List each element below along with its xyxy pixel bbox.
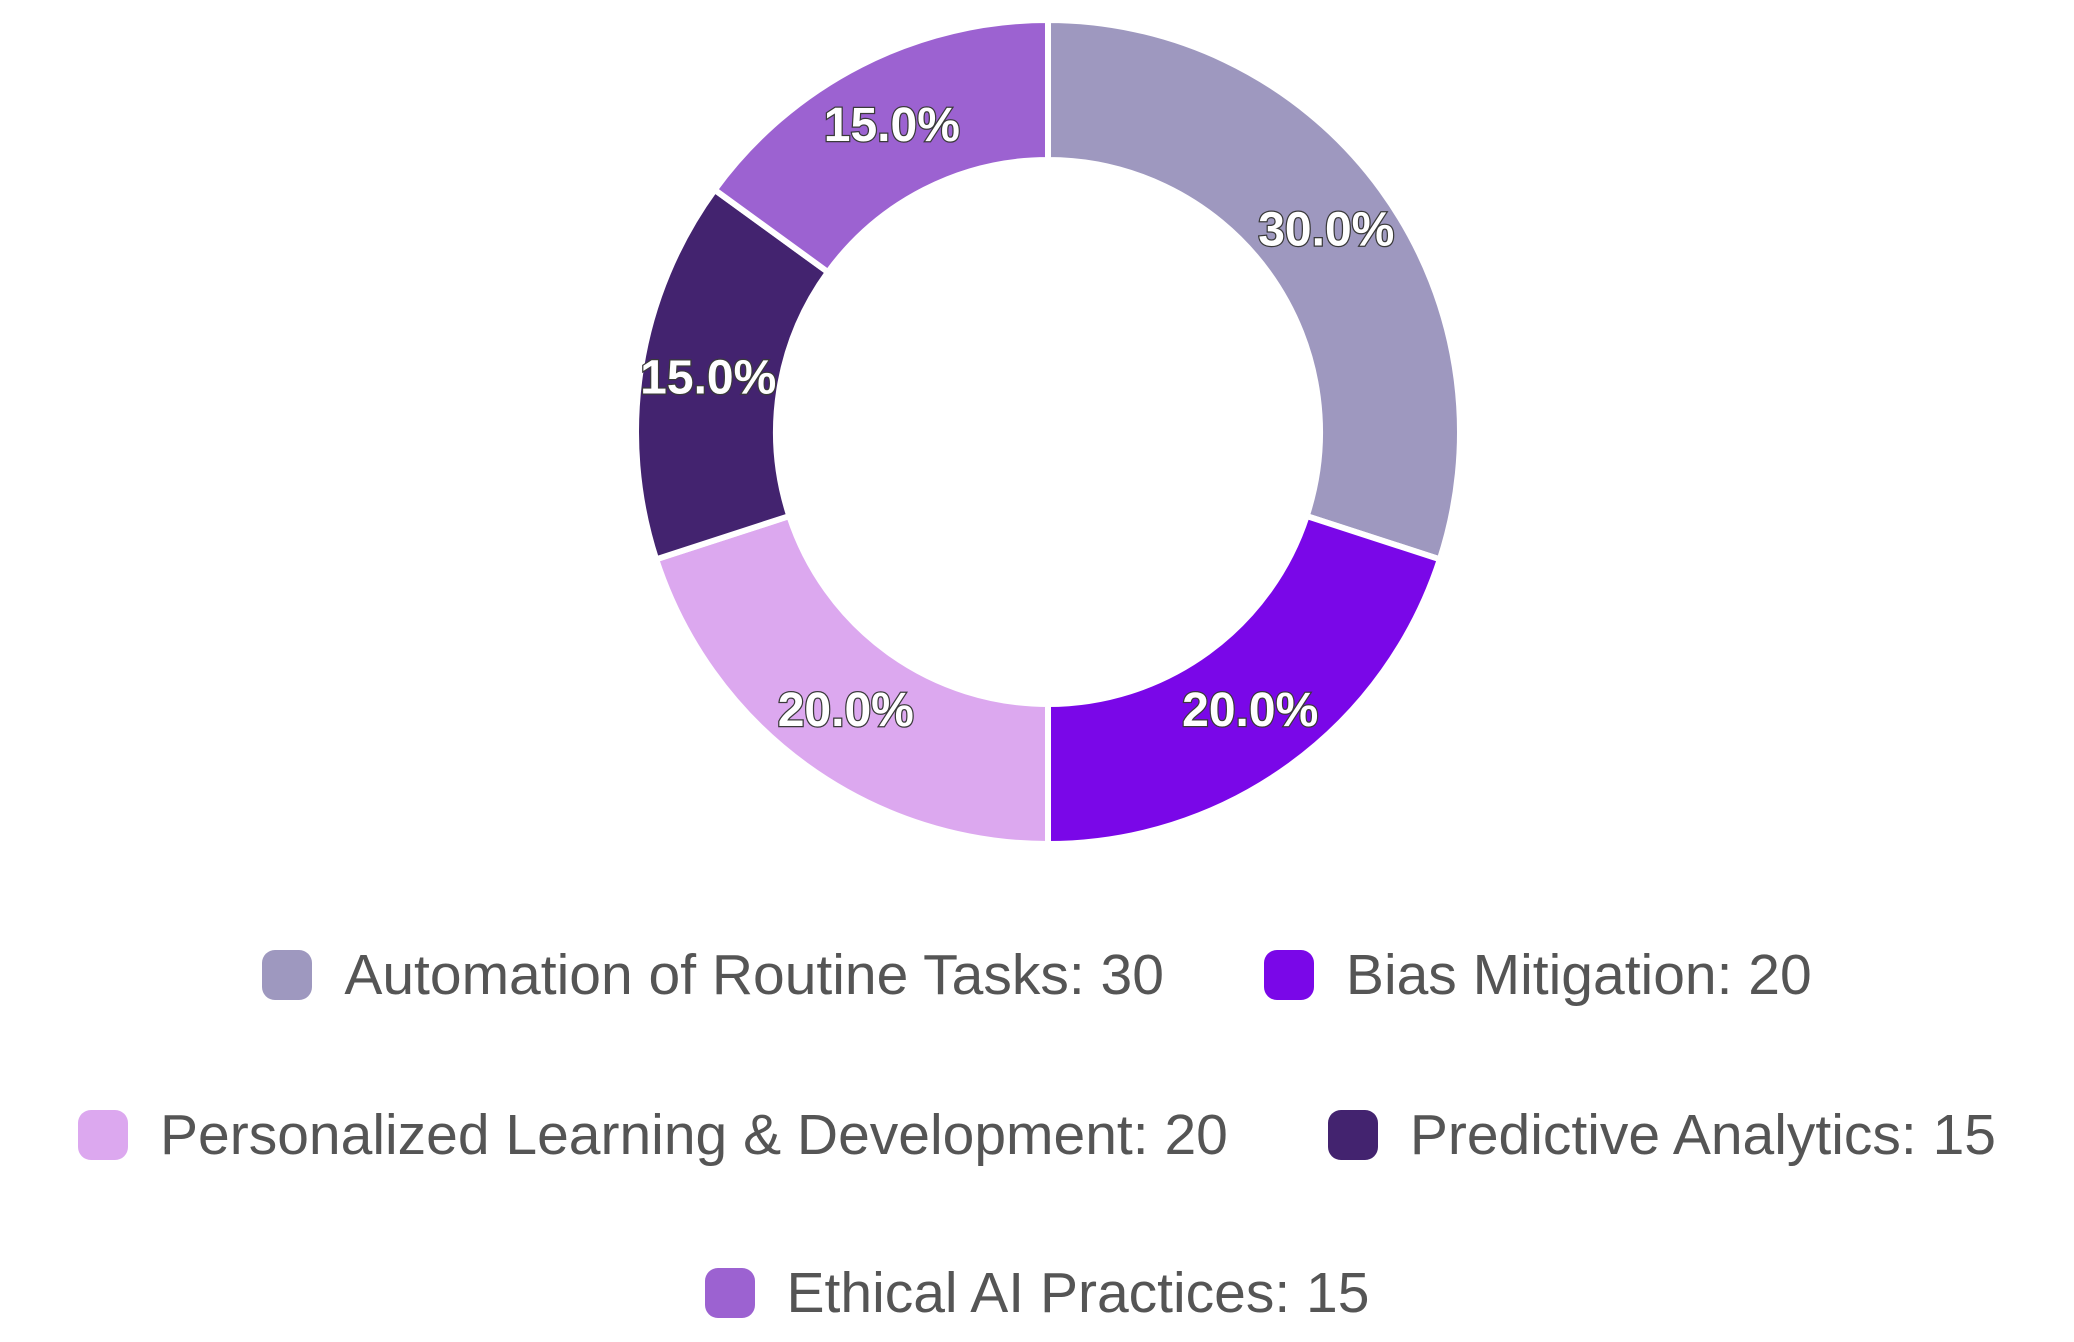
donut-slice-personalized-learning[interactable] bbox=[653, 513, 1051, 847]
donut-slice-ethical-ai[interactable] bbox=[711, 17, 1051, 276]
donut-slice-automation[interactable] bbox=[1045, 17, 1463, 563]
legend-label: Personalized Learning & Development: 20 bbox=[160, 1103, 1228, 1167]
legend-item-personalized-learning[interactable]: Personalized Learning & Development: 20 bbox=[78, 1102, 1228, 1168]
legend-item-bias-mitigation[interactable]: Bias Mitigation: 20 bbox=[1263, 942, 1812, 1008]
legend-swatch-icon bbox=[1327, 1110, 1378, 1160]
slice-percent-label: 20.0% bbox=[1182, 684, 1318, 737]
legend-swatch-icon bbox=[704, 1268, 755, 1318]
legend-item-ethical-ai[interactable]: Ethical AI Practices: 15 bbox=[704, 1260, 1370, 1326]
legend-swatch-icon bbox=[78, 1110, 129, 1160]
legend-row: Automation of Routine Tasks: 30 Bias Mit… bbox=[0, 940, 2074, 1010]
slice-percent-label: 15.0% bbox=[640, 352, 776, 405]
donut-slice-labels: 30.0% 20.0% 20.0% 15.0% 15.0% bbox=[639, 98, 1396, 738]
donut-slices bbox=[633, 17, 1463, 847]
legend-item-predictive-analytics[interactable]: Predictive Analytics: 15 bbox=[1327, 1102, 1996, 1168]
legend-swatch-icon bbox=[262, 950, 313, 1000]
legend-row: Personalized Learning & Development: 20 … bbox=[0, 1100, 2074, 1170]
slice-percent-label: 30.0% bbox=[1258, 203, 1394, 256]
legend-label: Automation of Routine Tasks: 30 bbox=[344, 943, 1164, 1007]
legend-item-automation[interactable]: Automation of Routine Tasks: 30 bbox=[262, 942, 1164, 1008]
slice-percent-label: 15.0% bbox=[824, 99, 960, 152]
legend-label: Predictive Analytics: 15 bbox=[1409, 1103, 1996, 1167]
slice-percent-label: 20.0% bbox=[778, 684, 914, 737]
donut-chart: 30.0% 20.0% 20.0% 15.0% 15.0% bbox=[633, 17, 1463, 847]
legend-label: Ethical AI Practices: 15 bbox=[786, 1261, 1370, 1325]
legend-label: Bias Mitigation: 20 bbox=[1345, 943, 1812, 1007]
legend-row: Ethical AI Practices: 15 bbox=[0, 1258, 2074, 1328]
donut-slice-bias-mitigation[interactable] bbox=[1045, 513, 1443, 847]
legend-swatch-icon bbox=[1263, 950, 1314, 1000]
